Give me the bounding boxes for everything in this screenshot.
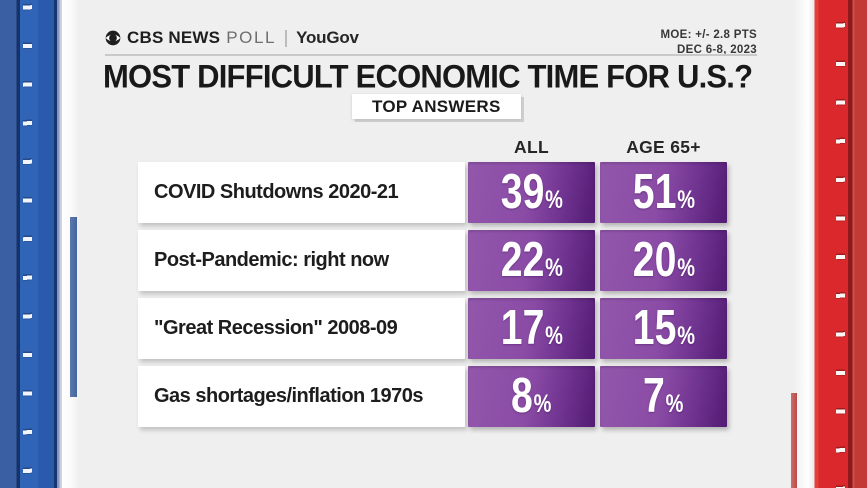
percent-value: 15	[632, 301, 677, 355]
blue-board-decoration	[0, 0, 62, 488]
right-edge-highlight	[793, 0, 813, 488]
screw-marks-right	[836, 0, 845, 488]
percent-sign: %	[676, 186, 695, 214]
table-row: COVID Shutdowns 2020-21 39% 51%	[138, 162, 727, 223]
value-cell-age65: 15%	[600, 298, 727, 359]
column-header-age65: AGE 65+	[626, 137, 701, 157]
value-cell-all: 22%	[468, 230, 595, 291]
percent-value: 39	[500, 165, 545, 219]
red-board-decoration	[813, 0, 867, 488]
logo-poll: POLL	[226, 28, 277, 47]
screw-marks-left	[23, 0, 32, 488]
results-table: COVID Shutdowns 2020-21 39% 51% Post-Pan…	[138, 162, 727, 434]
margin-of-error: MOE: +/- 2.8 PTS DEC 6-8, 2023	[660, 28, 757, 58]
percent-sign: %	[665, 390, 684, 418]
logo-cbs-news: CBS NEWS	[127, 28, 221, 47]
value-cell-all: 17%	[468, 298, 595, 359]
moe-line: MOE: +/- 2.8 PTS	[660, 29, 757, 41]
percent-sign: %	[544, 322, 563, 350]
header-divider-line	[105, 54, 757, 56]
top-answers-badge: TOP ANSWERS	[352, 94, 521, 119]
percent-value: 51	[632, 165, 677, 219]
percent-value: 17	[500, 301, 545, 355]
blue-accent-strip	[70, 217, 77, 397]
value-cell-age65: 51%	[600, 162, 727, 223]
poll-dates: DEC 6-8, 2023	[677, 43, 757, 56]
value-cell-age65: 20%	[600, 230, 727, 291]
column-header-all: ALL	[514, 137, 549, 157]
logo-divider	[285, 29, 288, 47]
percent-sign: %	[544, 254, 563, 282]
cbs-eye-icon	[105, 30, 127, 46]
table-row: Post-Pandemic: right now 22% 20%	[138, 230, 727, 291]
table-row: Gas shortages/inflation 1970s 8% 7%	[138, 366, 727, 427]
logo-yougov: YouGov	[296, 28, 359, 47]
percent-value: 7	[643, 369, 666, 423]
percent-sign: %	[676, 254, 695, 282]
header: CBS NEWS POLL YouGov MOE: +/- 2.8 PTS DE…	[105, 28, 757, 58]
page-title: MOST DIFFICULT ECONOMIC TIME FOR U.S.?	[103, 58, 753, 96]
percent-value: 8	[511, 369, 534, 423]
percent-sign: %	[676, 322, 695, 350]
percent-value: 22	[500, 233, 545, 287]
answer-label: Post-Pandemic: right now	[138, 230, 465, 291]
percent-value: 20	[632, 233, 677, 287]
answer-label: Gas shortages/inflation 1970s	[138, 366, 465, 427]
table-row: "Great Recession" 2008-09 17% 15%	[138, 298, 727, 359]
value-cell-all: 8%	[468, 366, 595, 427]
percent-sign: %	[544, 186, 563, 214]
cbs-news-poll-logo: CBS NEWS POLL YouGov	[105, 28, 359, 48]
value-cell-age65: 7%	[600, 366, 727, 427]
percent-sign: %	[533, 390, 552, 418]
value-cell-all: 39%	[468, 162, 595, 223]
answer-label: "Great Recession" 2008-09	[138, 298, 465, 359]
answer-label: COVID Shutdowns 2020-21	[138, 162, 465, 223]
red-accent-strip	[791, 393, 797, 488]
